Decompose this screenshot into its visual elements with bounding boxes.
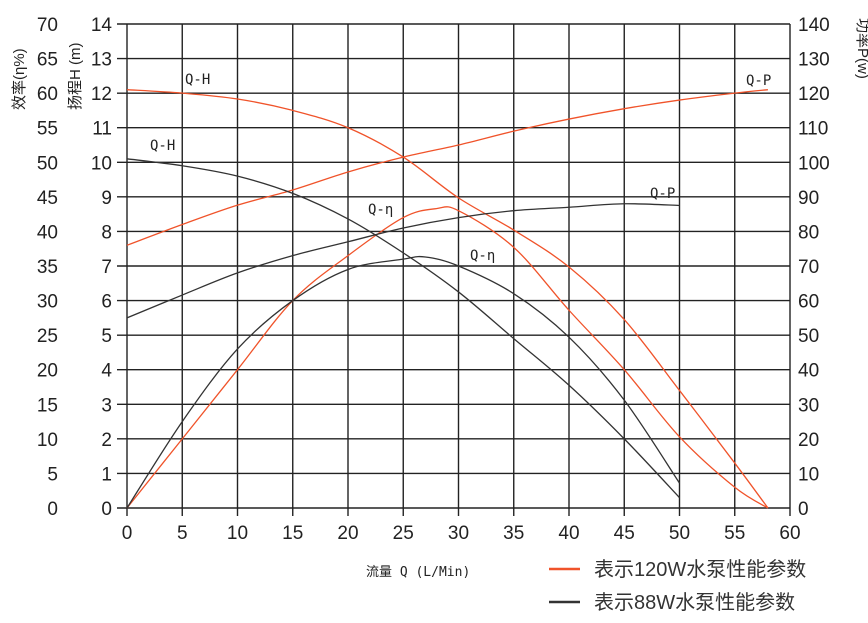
head-tick-label: 8 (101, 222, 112, 243)
x-tick-label: 40 (558, 523, 579, 544)
power-tick-label: 40 (798, 361, 819, 382)
power-tick-label: 120 (798, 84, 830, 105)
x-tick-label: 60 (779, 523, 800, 544)
head-tick-label: 13 (91, 50, 112, 71)
power-tick-label: 110 (798, 119, 828, 140)
head-tick-label: 11 (92, 119, 112, 140)
head-tick-label: 5 (101, 326, 112, 347)
x-tick-label: 35 (503, 523, 524, 544)
power-tick-label: 20 (798, 430, 819, 451)
head-tick-label: 0 (101, 499, 112, 520)
efficiency-tick-label: 15 (37, 395, 58, 416)
efficiency-tick-label: 50 (37, 153, 58, 174)
power-tick-label: 80 (798, 222, 819, 243)
x-axis-title: 流量 Q (L/Min) (366, 565, 470, 580)
power-tick-label: 90 (798, 188, 819, 209)
x-tick-label: 20 (337, 523, 358, 544)
head-tick-label: 3 (101, 395, 112, 416)
efficiency-tick-label: 0 (47, 499, 58, 520)
power-tick-label: 140 (798, 15, 830, 36)
head-tick-label: 14 (91, 15, 113, 36)
curve-label-qp-88w: Q-P (650, 186, 675, 202)
x-tick-label: 5 (177, 523, 188, 544)
x-tick-label: 45 (614, 523, 635, 544)
curve-q-h-120w (126, 89, 769, 509)
head-tick-label: 10 (91, 153, 112, 174)
head-tick-label: 1 (101, 464, 112, 485)
power-tick-label: 70 (798, 257, 819, 278)
x-tick-label: 15 (282, 523, 303, 544)
curve-q-eta-120w (126, 206, 769, 509)
legend: 表示120W水泵性能参数 表示88W水泵性能参数 (549, 558, 806, 614)
efficiency-tick-label: 20 (37, 361, 58, 382)
power-axis-title: 功率P(w) (854, 18, 868, 79)
head-tick-label: 12 (91, 84, 112, 105)
head-axis-title: 扬程H (m) (67, 43, 84, 111)
power-tick-label: 100 (798, 153, 830, 174)
x-tick-label: 10 (227, 523, 248, 544)
x-tick-label: 55 (724, 523, 745, 544)
curve-label-qp-120w: Q-P (746, 73, 771, 89)
head-tick-label: 2 (101, 430, 112, 451)
efficiency-tick-label: 30 (37, 292, 58, 313)
curve-q-p-88w (126, 203, 680, 319)
efficiency-tick-label: 60 (37, 84, 58, 105)
x-tick-label: 25 (393, 523, 414, 544)
head-tick-label: 6 (101, 292, 112, 313)
legend-label-120w: 表示120W水泵性能参数 (594, 558, 806, 581)
efficiency-tick-label: 65 (37, 50, 58, 71)
x-tick-label: 50 (669, 523, 690, 544)
curve-label-qh-120w: Q-H (185, 72, 210, 88)
power-tick-label: 60 (798, 292, 819, 313)
efficiency-tick-label: 70 (37, 15, 58, 36)
head-tick-label: 4 (101, 361, 112, 382)
head-tick-label: 9 (101, 188, 112, 209)
x-tick-label: 0 (122, 523, 133, 544)
curve-label-qh-88w: Q-H (150, 138, 175, 154)
grid (117, 23, 791, 516)
efficiency-tick-label: 45 (37, 188, 58, 209)
efficiency-tick-label: 5 (47, 464, 58, 485)
x-tick-label: 30 (448, 523, 469, 544)
curves (126, 89, 769, 509)
curve-label-qeta-120w: Q-η (368, 202, 393, 218)
efficiency-tick-label: 55 (37, 119, 58, 140)
power-tick-label: 0 (798, 499, 809, 520)
head-tick-label: 7 (101, 257, 112, 278)
efficiency-tick-label: 35 (37, 257, 58, 278)
curve-q-p-120w (126, 89, 768, 246)
curve-q-eta-88w (126, 255, 681, 509)
curve-label-qeta-88w: Q-η (470, 248, 495, 264)
power-tick-label: 30 (798, 395, 819, 416)
curve-q-h-88w (126, 158, 680, 499)
efficiency-axis-title: 效率(η%) (11, 48, 28, 110)
power-tick-label: 130 (798, 50, 830, 71)
power-tick-label: 50 (798, 326, 819, 347)
legend-label-88w: 表示88W水泵性能参数 (594, 591, 795, 614)
efficiency-tick-label: 10 (37, 430, 58, 451)
efficiency-tick-label: 40 (37, 222, 58, 243)
efficiency-tick-label: 25 (37, 326, 58, 347)
power-tick-label: 10 (798, 464, 819, 485)
